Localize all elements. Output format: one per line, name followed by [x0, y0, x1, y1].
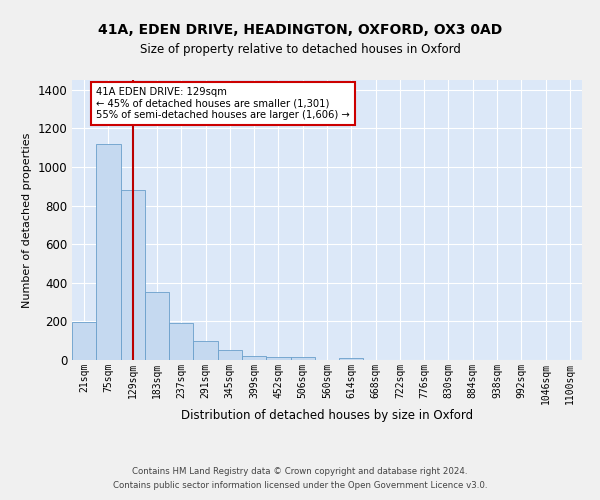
Text: 41A EDEN DRIVE: 129sqm
← 45% of detached houses are smaller (1,301)
55% of semi-: 41A EDEN DRIVE: 129sqm ← 45% of detached…	[96, 86, 350, 120]
Bar	[96, 144, 121, 360]
Text: Contains HM Land Registry data © Crown copyright and database right 2024.
Contai: Contains HM Land Registry data © Crown c…	[113, 468, 487, 489]
Y-axis label: Number of detached properties: Number of detached properties	[22, 132, 32, 308]
Text: 41A, EDEN DRIVE, HEADINGTON, OXFORD, OX3 0AD: 41A, EDEN DRIVE, HEADINGTON, OXFORD, OX3…	[98, 22, 502, 36]
Bar	[193, 340, 218, 360]
Bar	[121, 190, 145, 360]
Bar	[145, 292, 169, 360]
Bar	[339, 358, 364, 360]
X-axis label: Distribution of detached houses by size in Oxford: Distribution of detached houses by size …	[181, 410, 473, 422]
Text: Size of property relative to detached houses in Oxford: Size of property relative to detached ho…	[140, 42, 460, 56]
Bar	[290, 357, 315, 360]
Bar	[218, 350, 242, 360]
Bar	[242, 356, 266, 360]
Bar	[72, 322, 96, 360]
Bar	[266, 356, 290, 360]
Bar	[169, 323, 193, 360]
